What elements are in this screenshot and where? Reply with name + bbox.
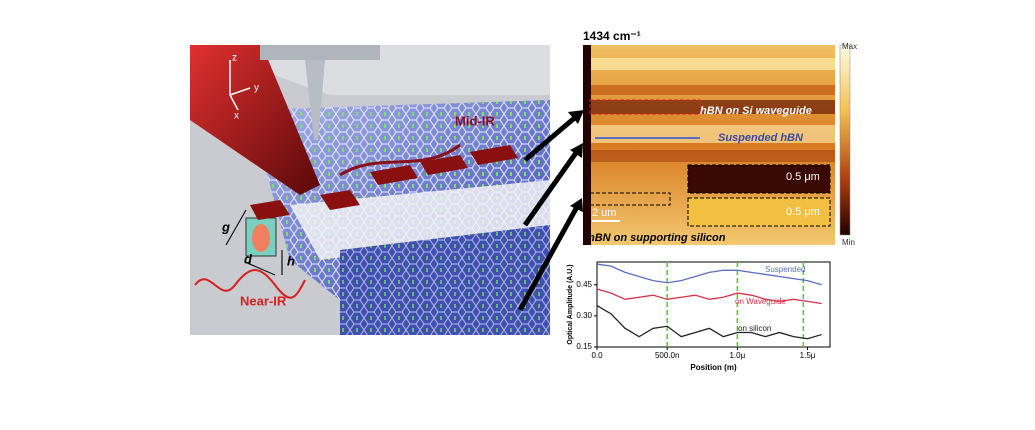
resonator — [370, 165, 418, 185]
dimension-label: g — [221, 219, 230, 234]
arrows — [517, 113, 581, 312]
dimension-line — [225, 209, 247, 246]
resonator — [420, 155, 468, 175]
axis-label: y — [254, 83, 259, 94]
y-tick-label: 0.45 — [576, 280, 592, 289]
y-tick-label: 0.30 — [576, 311, 592, 320]
fringe — [583, 150, 835, 162]
scale-label: 0.5 μm — [786, 206, 820, 218]
region-label: Suspended hBN — [718, 132, 804, 144]
dimension-label: h — [287, 253, 295, 268]
mode-profile — [252, 224, 270, 252]
x-tick-label: 500.0n — [655, 351, 679, 360]
arrow — [517, 203, 581, 312]
y-axis-label: Optical Amplitude (A.U.) — [567, 264, 574, 344]
arrowheads — [568, 110, 584, 212]
axes-icon — [229, 60, 251, 111]
afm-tip — [305, 60, 325, 140]
x-tick-label: 0.0 — [591, 351, 603, 360]
series-line — [596, 304, 822, 340]
scale-label: 2 um — [592, 207, 616, 219]
colorbar — [839, 44, 851, 236]
inset — [687, 164, 831, 194]
roi — [589, 99, 701, 115]
arrowhead — [568, 110, 584, 124]
x-tick-label: 1.0μ — [729, 351, 745, 360]
near-ir-label: Near-IR — [240, 293, 287, 308]
arrowhead — [570, 143, 583, 158]
resonator — [320, 190, 360, 210]
x-tick-label: 1.5μ — [800, 351, 816, 360]
arrow — [522, 148, 581, 227]
fringe — [583, 85, 835, 95]
series-label: Suspended — [765, 265, 805, 274]
near-field-image: 1434 cm⁻¹ Max Min hBN on Si waveguide Su… — [583, 29, 857, 247]
series-line — [596, 263, 822, 286]
illustration: z y x Mid-IR Near-IR g d h — [190, 45, 550, 335]
substrate-lattice — [340, 225, 550, 335]
series-label: on silicon — [738, 324, 771, 333]
x-axis-label: Position (m) — [690, 363, 737, 372]
y-tick-label: 0.15 — [576, 342, 592, 351]
mid-ir-label: Mid-IR — [455, 113, 495, 128]
dimension-line — [244, 261, 276, 276]
mid-ir-wave — [339, 143, 461, 177]
axis-line — [229, 94, 239, 111]
resonator — [470, 145, 518, 165]
colorbar-label: Max — [842, 42, 857, 51]
series-line — [596, 288, 822, 305]
dimension-label: d — [244, 251, 253, 266]
cantilever — [260, 45, 380, 60]
arrow — [523, 113, 580, 162]
tip-beam — [190, 45, 320, 195]
near-ir-wave — [194, 269, 306, 299]
arrowhead — [570, 198, 583, 212]
frequency-label: 1434 cm⁻¹ — [583, 29, 641, 43]
axis-label: x — [234, 111, 239, 122]
edge — [583, 45, 591, 245]
axis-label: z — [232, 53, 237, 64]
resonators — [250, 145, 518, 220]
resonator — [250, 200, 290, 220]
roi — [589, 192, 671, 206]
scale-label: 0.5 μm — [786, 171, 820, 183]
inset — [687, 197, 831, 227]
series-label: on Waveguide — [735, 297, 786, 306]
fringe — [583, 58, 835, 70]
region-label: hBN on Si waveguide — [700, 105, 812, 117]
fringe — [583, 100, 835, 114]
colorbar-label: Min — [842, 238, 855, 247]
region-label: hBN on supporting silicon — [588, 232, 726, 244]
axis-line — [229, 87, 251, 96]
dimension-lines — [225, 209, 283, 276]
